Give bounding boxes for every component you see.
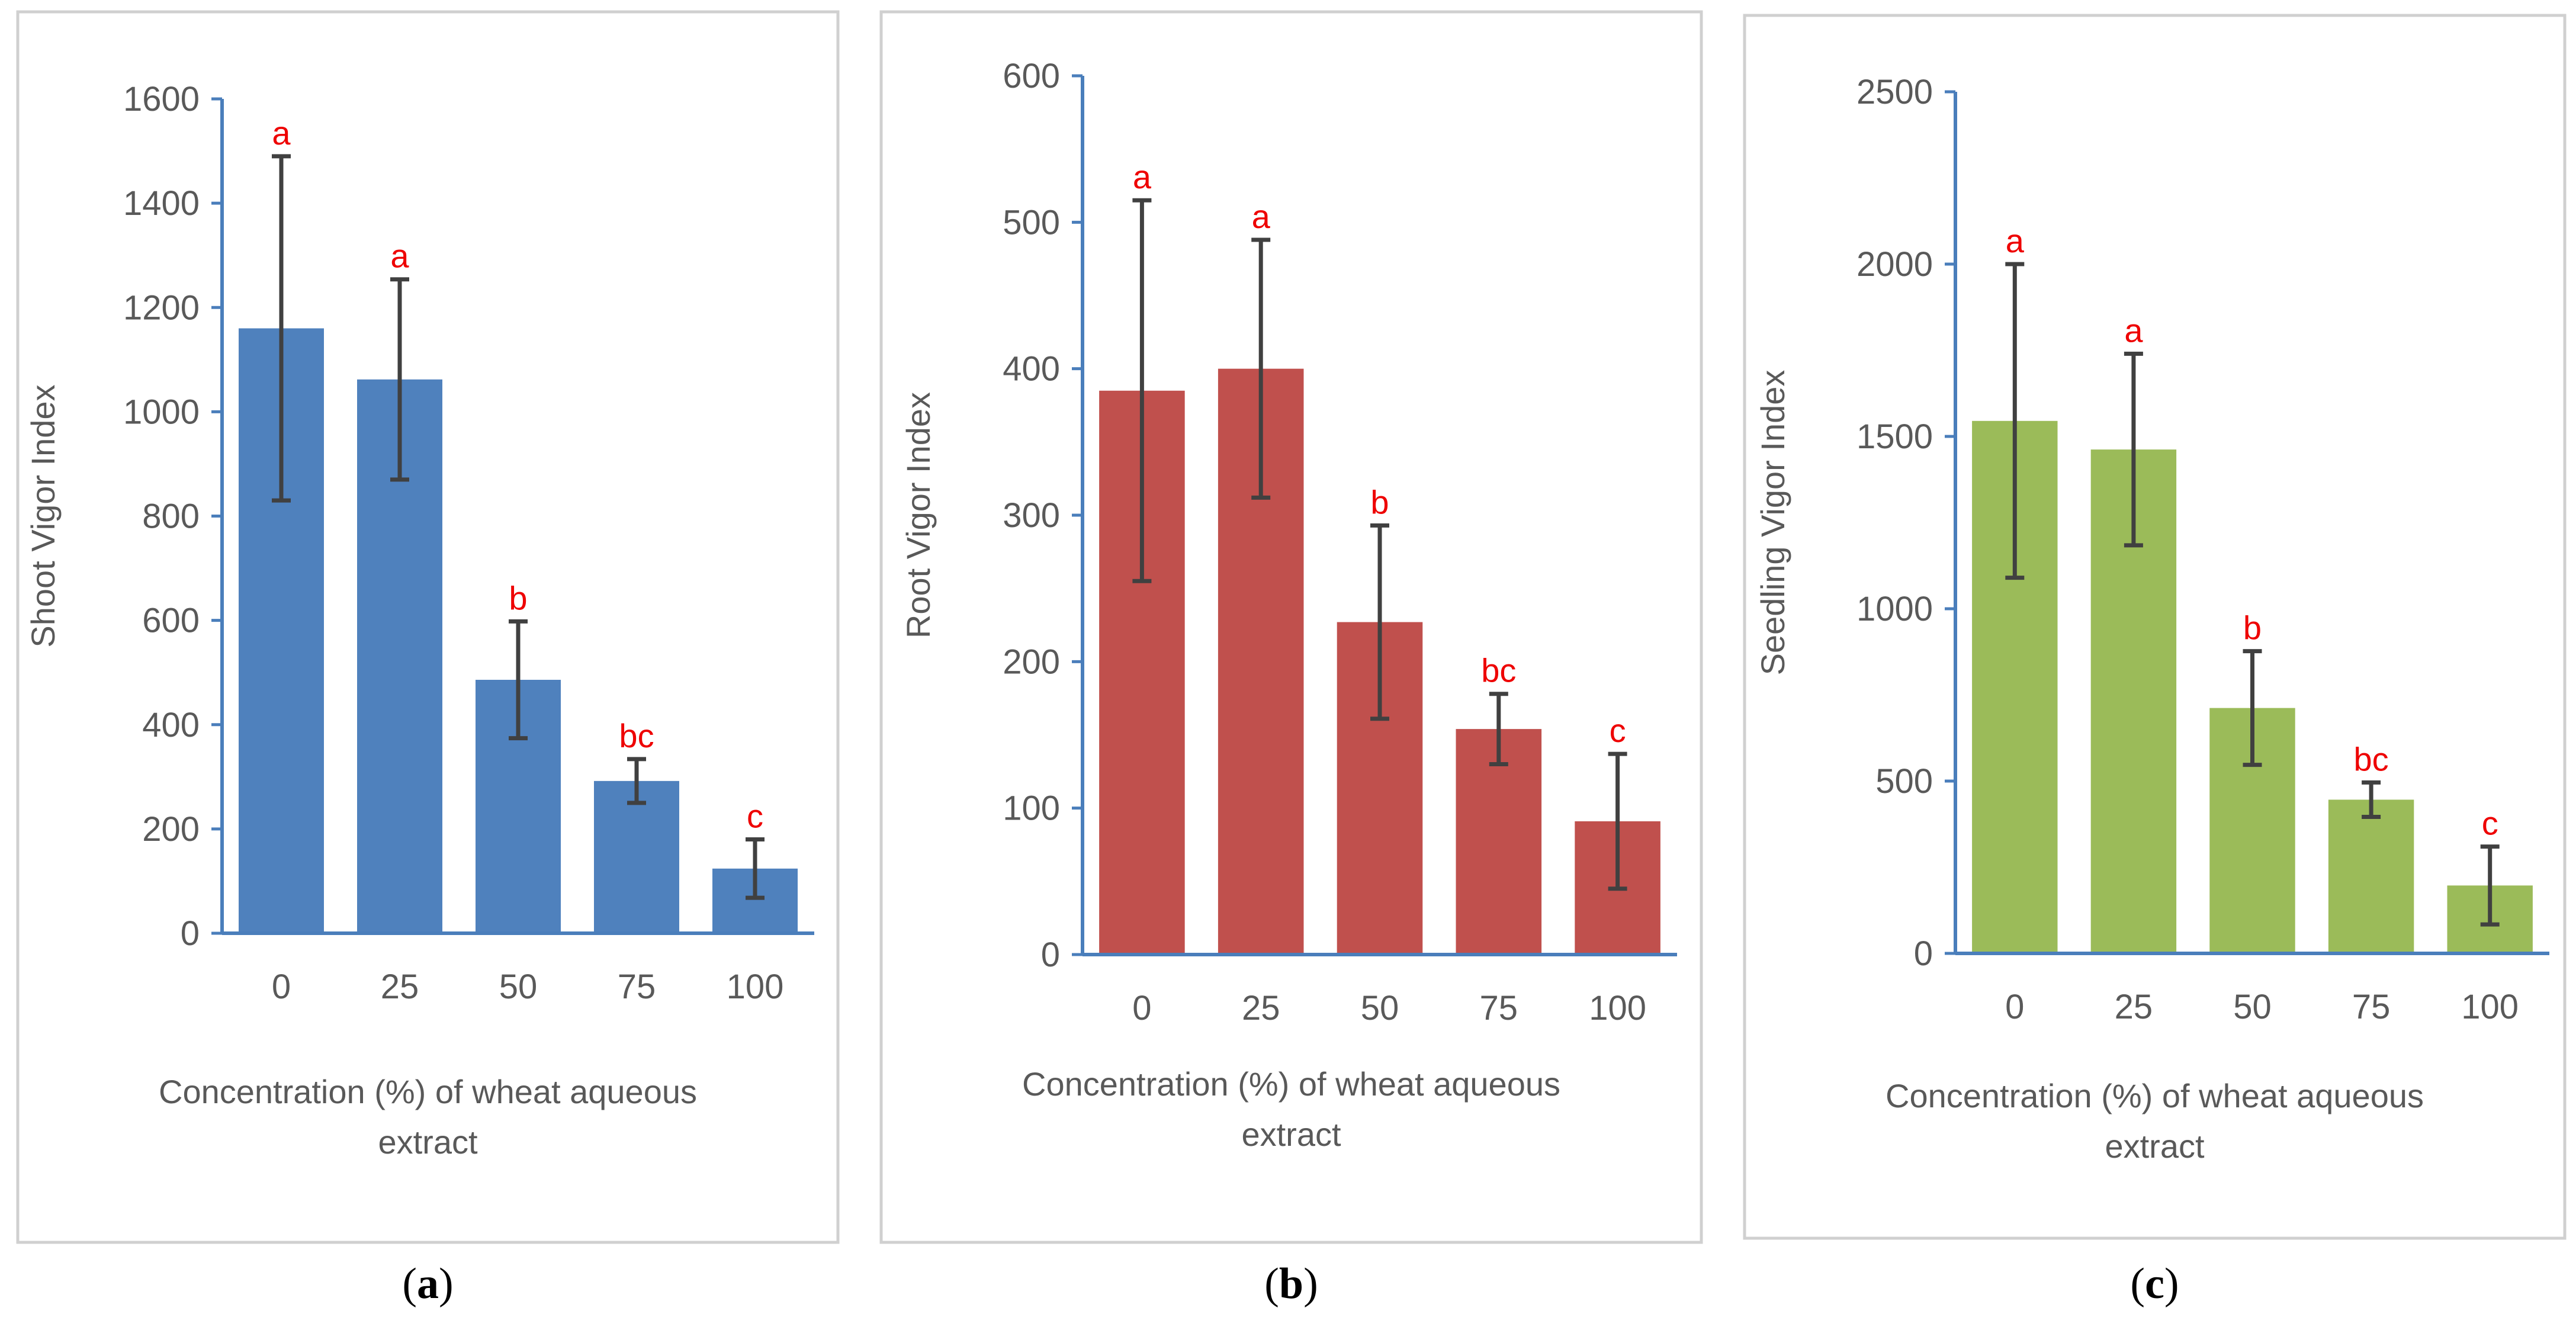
chart-panel-c: 0 500 1000 1500 2000 2500 a 0 a 25 b 50 bc 75 c 100 Seed… — [1743, 14, 2567, 1240]
panel-caption: (b) — [1264, 1260, 1318, 1308]
significance-letter: b — [2243, 609, 2262, 647]
significance-letter: b — [509, 579, 527, 616]
y-tick-label: 400 — [142, 706, 200, 744]
significance-letter: a — [2124, 311, 2143, 349]
y-tick-label: 500 — [1875, 762, 1933, 801]
caption-letter: a — [417, 1260, 439, 1308]
significance-letter: c — [747, 797, 763, 834]
bar-75 — [2328, 799, 2414, 953]
caption-close-paren: ) — [1303, 1260, 1318, 1308]
x-axis-title-line: extract — [378, 1123, 477, 1161]
x-axis-title-line: Concentration (%) of wheat aqueous — [1886, 1077, 2424, 1114]
x-tick-label: 0 — [1132, 989, 1151, 1027]
x-tick-label: 50 — [499, 968, 538, 1006]
y-tick-label: 600 — [1003, 57, 1060, 95]
y-tick-label: 1200 — [123, 288, 200, 327]
x-tick-label: 100 — [727, 968, 784, 1006]
panel-caption: (a) — [402, 1260, 453, 1308]
y-tick-label: 2000 — [1856, 245, 1933, 284]
significance-letter: c — [1610, 712, 1626, 749]
significance-letter: b — [1370, 483, 1389, 521]
x-tick-label: 100 — [1589, 989, 1646, 1027]
x-tick-label: 50 — [1361, 989, 1399, 1027]
y-tick-label: 600 — [142, 602, 200, 640]
x-axis-title-line: extract — [2105, 1127, 2204, 1165]
y-tick-label: 0 — [1914, 934, 1933, 973]
x-axis-title-line: extract — [1241, 1116, 1341, 1153]
y-tick-label: 300 — [1003, 496, 1060, 535]
caption-open-paren: ( — [1264, 1260, 1279, 1308]
y-tick-label: 800 — [142, 497, 200, 536]
significance-letter: a — [1133, 158, 1152, 195]
y-tick-label: 1600 — [123, 80, 200, 118]
y-axis-title: Root Vigor Index — [900, 392, 937, 638]
x-axis-title-line: Concentration (%) of wheat aqueous — [159, 1073, 697, 1110]
y-tick-label: 1500 — [1856, 417, 1933, 456]
y-tick-label: 0 — [181, 914, 200, 953]
caption-close-paren: ) — [439, 1260, 454, 1308]
y-axis-title: Seedling Vigor Index — [1754, 370, 1791, 676]
y-tick-label: 1000 — [123, 393, 200, 431]
significance-letter: a — [390, 237, 409, 275]
y-tick-label: 0 — [1041, 936, 1060, 974]
y-tick-label: 100 — [1003, 789, 1060, 828]
bar-75 — [594, 780, 679, 933]
y-tick-label: 500 — [1003, 203, 1060, 242]
significance-letter: bc — [1481, 652, 1516, 689]
caption-letter: c — [2145, 1260, 2164, 1308]
significance-letter: bc — [619, 717, 654, 754]
caption-open-paren: ( — [402, 1260, 417, 1308]
x-tick-label: 25 — [1242, 989, 1280, 1027]
y-tick-label: 2500 — [1856, 73, 1933, 111]
y-tick-label: 200 — [142, 810, 200, 849]
y-tick-label: 400 — [1003, 350, 1060, 388]
x-tick-label: 0 — [2005, 988, 2024, 1026]
y-tick-label: 200 — [1003, 642, 1060, 681]
x-tick-label: 0 — [272, 968, 291, 1006]
x-tick-label: 25 — [2115, 988, 2153, 1026]
chart-panel-b: 0 100 200 300 400 500 600 a 0 a 25 b 50 bc 75 c 100 Root … — [879, 10, 1703, 1244]
significance-letter: c — [2482, 805, 2498, 842]
panel-caption: (c) — [2130, 1260, 2179, 1308]
x-axis-title-line: Concentration (%) of wheat aqueous — [1022, 1065, 1560, 1103]
significance-letter: bc — [2354, 740, 2389, 778]
significance-letter: a — [1252, 198, 1271, 235]
y-tick-label: 1400 — [123, 184, 200, 223]
x-tick-label: 75 — [2352, 988, 2391, 1026]
caption-open-paren: ( — [2130, 1260, 2145, 1308]
significance-letter: a — [272, 114, 291, 152]
chart-panel-a: 0 200 400 600 800 1000 1200 1400 1600 a 0 a 25 b 50 bc 7… — [16, 10, 840, 1244]
caption-close-paren: ) — [2164, 1260, 2179, 1308]
x-tick-label: 75 — [1480, 989, 1518, 1027]
x-tick-label: 75 — [618, 968, 656, 1006]
y-axis-title: Shoot Vigor Index — [24, 384, 62, 647]
caption-letter: b — [1279, 1260, 1303, 1308]
bar-75 — [1456, 729, 1542, 955]
significance-letter: a — [2006, 222, 2025, 259]
x-tick-label: 25 — [381, 968, 419, 1006]
x-tick-label: 100 — [2461, 988, 2519, 1026]
y-tick-label: 1000 — [1856, 590, 1933, 628]
x-tick-label: 50 — [2233, 988, 2272, 1026]
